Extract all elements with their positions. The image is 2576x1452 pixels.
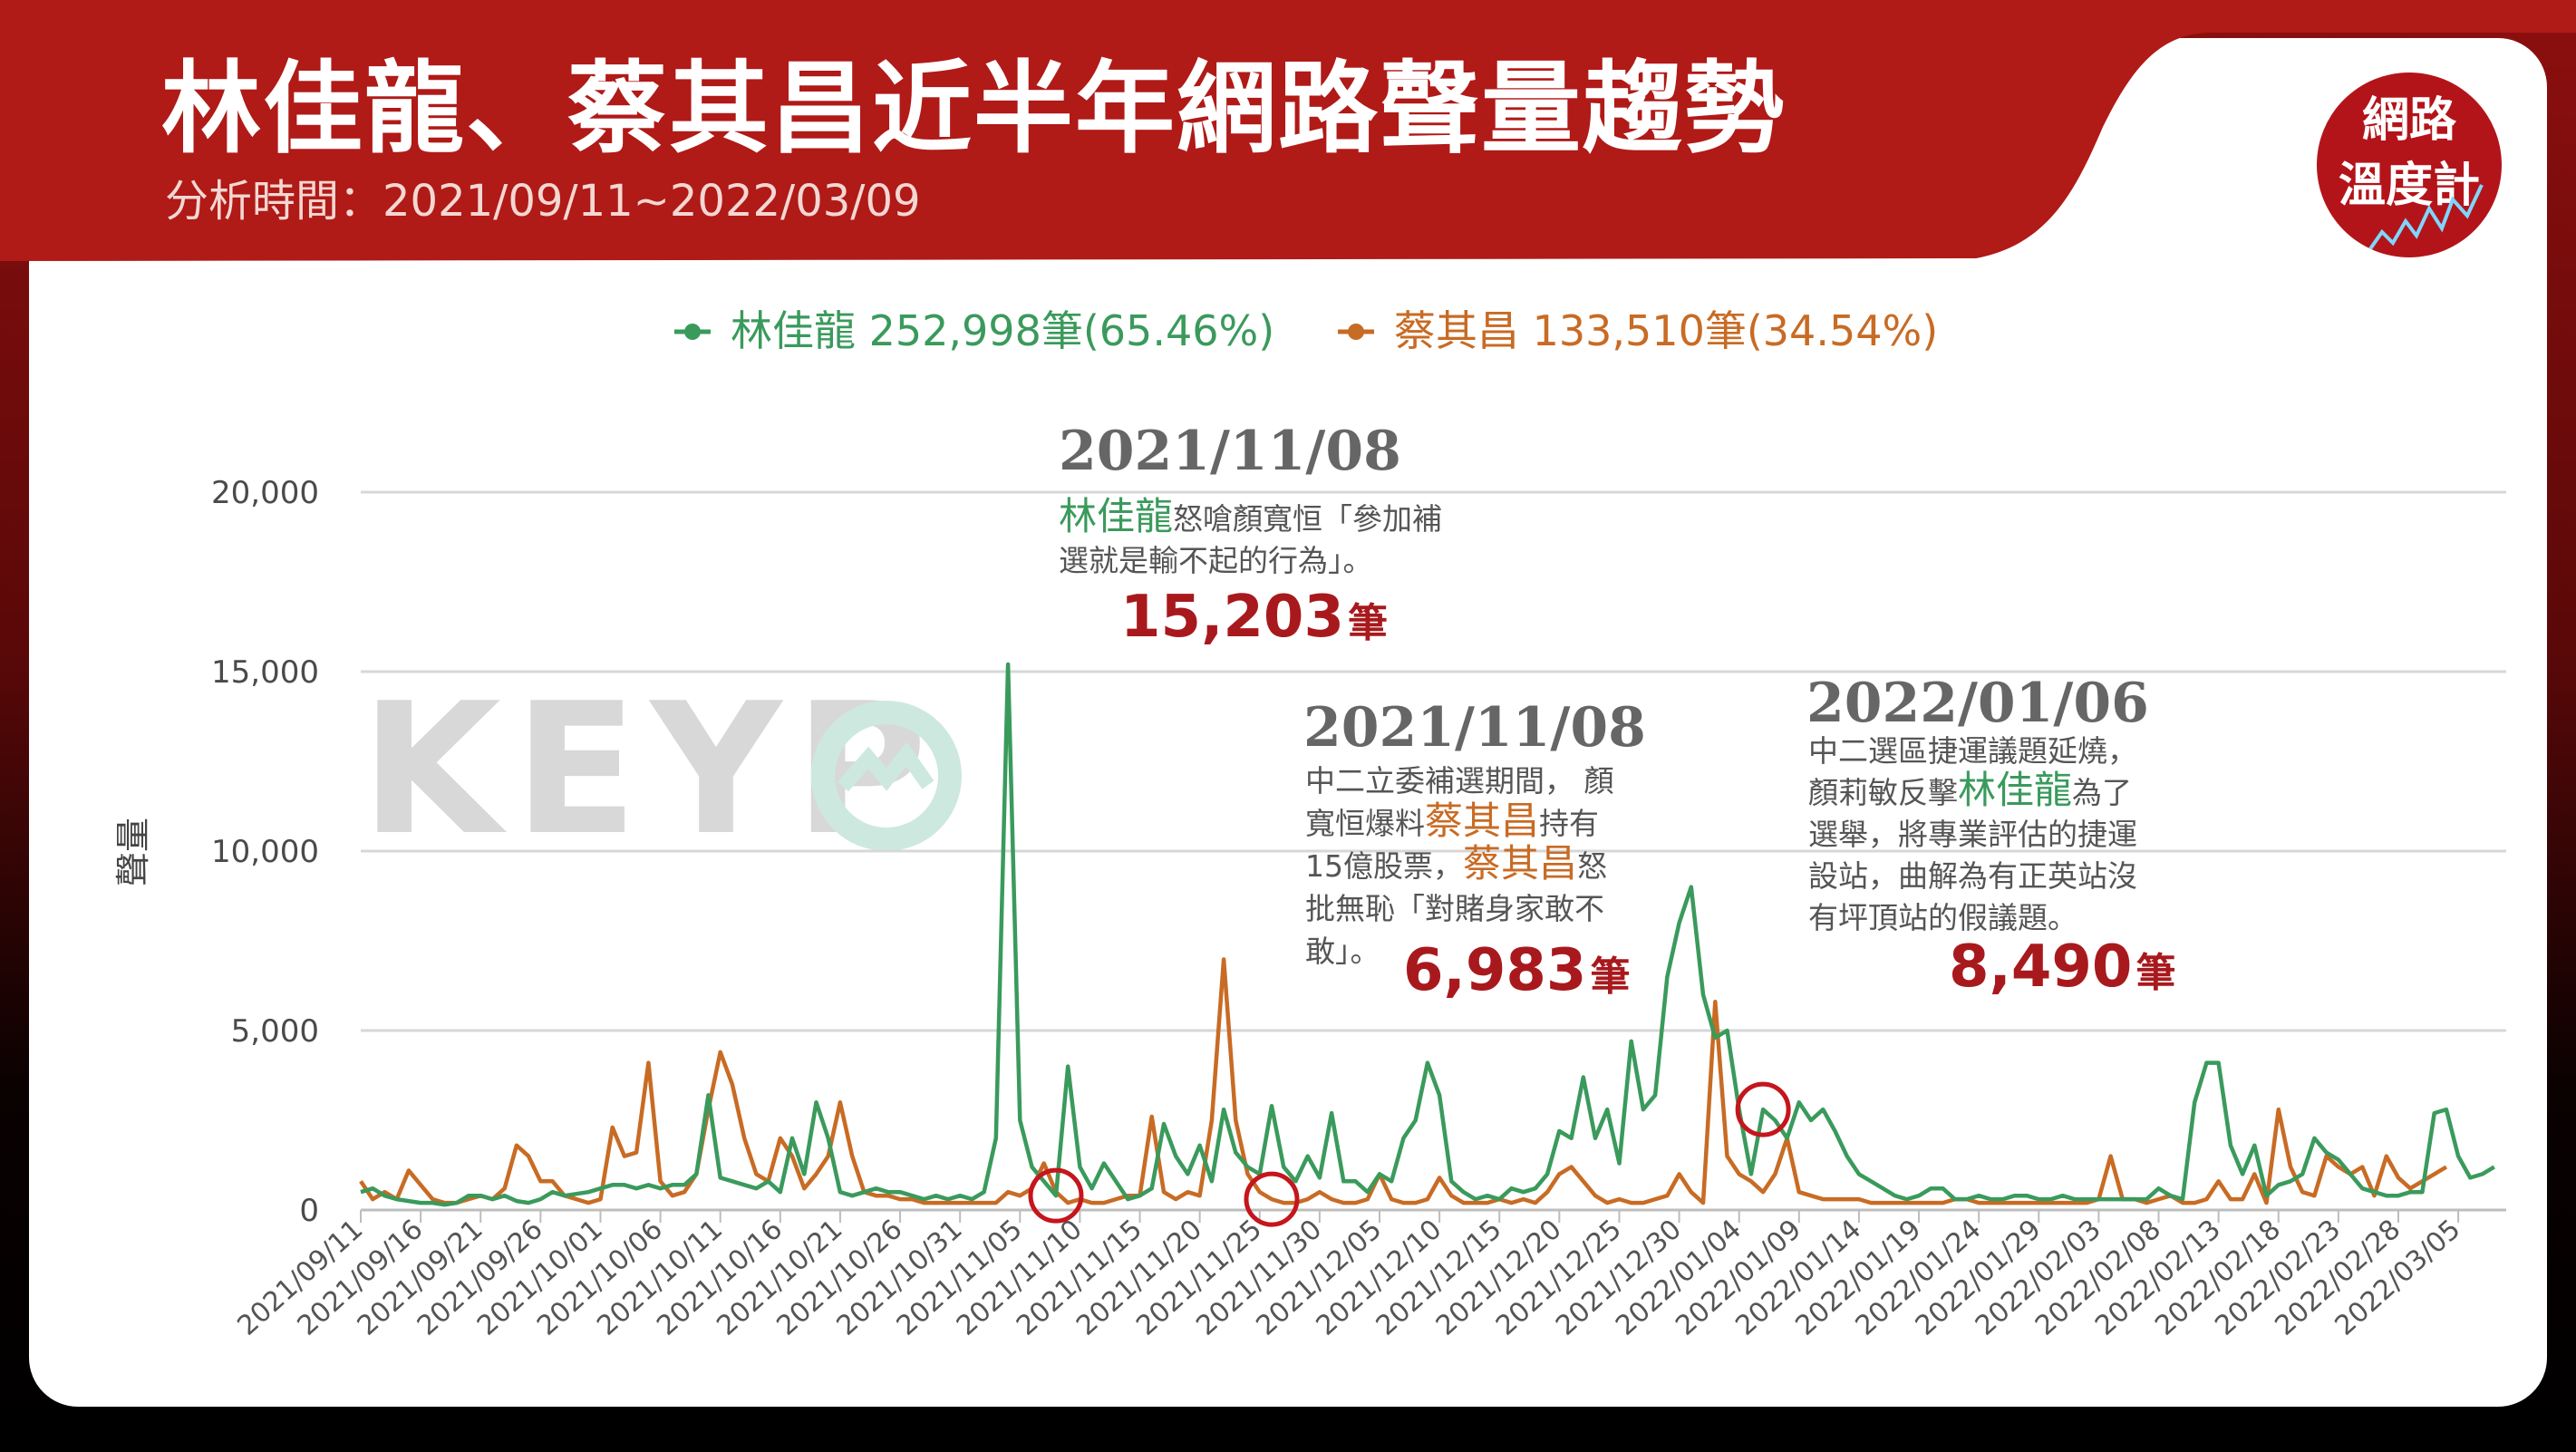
annotation-line: 怒 <box>1577 848 1607 884</box>
annotation-date: 2021/11/08 <box>1303 696 1646 760</box>
y-tick-label: 10,000 <box>211 834 319 870</box>
annotation-line: 中二立委補選期間， 顏 <box>1305 763 1614 799</box>
annotation-line: 批無恥「對賭身家敢不 <box>1305 891 1604 926</box>
annotation-line: 選舉，將專業評估的捷運 <box>1808 817 2137 852</box>
brand-badge: 網路 溫度計 <box>2317 73 2502 257</box>
legend: 林佳龍 252,998筆(65.46%) 蔡其昌 133,510筆(34.54%) <box>674 306 1938 355</box>
annotation-unit: 筆 <box>1348 600 1388 646</box>
peak-highlight-circle <box>1028 1167 1084 1224</box>
analysis-period: 分析時間：2021/09/11~2022/03/09 <box>165 176 921 227</box>
annotation-line: 有坪頂站的假議題。 <box>1808 900 2077 935</box>
annotation-value: 15,203筆 <box>1120 584 1388 651</box>
annotation-date: 2022/01/06 <box>1806 672 2149 735</box>
peak-highlight-circle <box>1244 1171 1300 1227</box>
annotation-line: 設站，曲解為有正英站沒 <box>1808 858 2137 894</box>
page-title: 林佳龍、蔡其昌近半年網路聲量趨勢 <box>161 51 1786 167</box>
keypo-logo-icon <box>811 701 962 851</box>
annotation-line: 15億股票， <box>1305 848 1463 884</box>
header-banner <box>0 0 2576 261</box>
annotation-value: 6,983筆 <box>1403 937 1630 1004</box>
annotation-number: 6,983 <box>1403 937 1586 1004</box>
annotation-line: 持有 <box>1539 806 1599 841</box>
annotations: 2021/11/08林佳龍怒嗆顏寬恒「參加補選就是輸不起的行為」。15,203筆… <box>1028 420 2175 1227</box>
annotation-value: 8,490筆 <box>1949 934 2175 1001</box>
legend-entry: 蔡其昌 133,510筆(34.54%) <box>1394 306 1938 355</box>
legend-marker <box>684 324 701 340</box>
y-tick-label: 5,000 <box>231 1013 319 1050</box>
annotation-unit: 筆 <box>1590 953 1630 1000</box>
y-tick-label: 0 <box>299 1193 319 1229</box>
series-lines <box>359 662 2495 1207</box>
y-axis-label: 聲量 <box>113 818 153 886</box>
annotation-date: 2021/11/08 <box>1059 420 1401 483</box>
annotation-line: 為了 <box>2072 775 2132 810</box>
annotation-unit: 筆 <box>2135 950 2175 996</box>
y-tick-label: 20,000 <box>211 475 319 511</box>
y-grid <box>361 490 2506 1212</box>
y-axis: 0 5,000 10,000 15,000 20,000 <box>211 475 319 1229</box>
keypo-watermark: KEYP <box>361 664 962 876</box>
annotation-line: 怒嗆顏寬恒「參加補 <box>1173 501 1442 537</box>
annotation-line: 中二選區捷運議題延燒， <box>1808 733 2137 769</box>
annotation-number: 8,490 <box>1949 934 2132 1001</box>
annotation-highlight: 蔡其昌 <box>1425 799 1539 843</box>
series-line-lin <box>360 662 2495 1207</box>
sparkline-icon <box>2368 184 2484 252</box>
annotation-line: 敢」。 <box>1305 934 1380 969</box>
annotation-line: 顏莉敏反擊 <box>1808 775 1958 810</box>
x-axis: 2021/09/112021/09/162021/09/212021/09/26… <box>231 1210 2466 1342</box>
annotation-line: 寬恒爆料 <box>1305 806 1425 841</box>
y-tick-label: 15,000 <box>211 654 319 691</box>
annotation-highlight: 蔡其昌 <box>1463 841 1577 886</box>
peak-highlight-circle <box>1735 1081 1791 1137</box>
legend-entry: 林佳龍 252,998筆(65.46%) <box>731 306 1274 355</box>
annotation-text: 林佳龍怒嗆顏寬恒「參加補選就是輸不起的行為」。 <box>1059 494 1442 578</box>
annotation-line: 選就是輸不起的行為」。 <box>1059 543 1373 578</box>
annotation-highlight: 林佳龍 <box>1958 768 2072 812</box>
annotation-text: 中二立委補選期間， 顏寬恒爆料蔡其昌持有 15億股票，蔡其昌怒批無恥「對賭身家敢不… <box>1305 763 1614 969</box>
annotation-number: 15,203 <box>1120 584 1344 651</box>
legend-marker <box>1348 324 1364 340</box>
annotation-highlight: 林佳龍 <box>1059 494 1173 538</box>
badge-line1: 網路 <box>2361 93 2456 148</box>
annotation-text: 中二選區捷運議題延燒， 顏莉敏反擊林佳龍為了選舉，將專業評估的捷運設站，曲解為有正… <box>1808 733 2137 935</box>
